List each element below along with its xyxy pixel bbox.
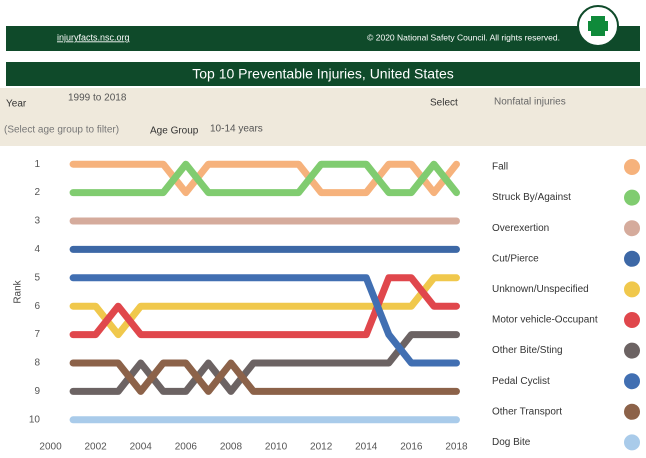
legend-label: Pedal Cyclist [492, 376, 550, 387]
filter-value[interactable]: 1999 to 2018 [68, 93, 127, 104]
y-tick-label: 8 [34, 358, 40, 369]
x-tick-label: 2012 [310, 442, 333, 453]
legend-swatch [624, 250, 640, 267]
y-tick-label: 10 [29, 414, 41, 425]
y-tick-label: 4 [34, 244, 40, 255]
legend-label: Unknown/Unspecified [492, 284, 589, 295]
series-line [69, 160, 460, 197]
x-tick-label: 2006 [175, 442, 198, 453]
legend-swatch [624, 159, 640, 175]
chart-title: Top 10 Preventable Injuries, United Stat… [192, 66, 454, 82]
filter-hint: (Select age group to filter) [4, 125, 119, 136]
x-tick-label: 2018 [445, 442, 468, 453]
y-tick-label: 1 [34, 159, 40, 170]
legend-label: Overexertion [492, 223, 549, 234]
legend-label: Other Bite/Sting [492, 345, 563, 356]
y-tick-label: 2 [34, 187, 40, 198]
series-line [69, 274, 460, 339]
legend-swatch [624, 312, 640, 328]
legend-label: Fall [492, 162, 508, 173]
x-tick-label: 2000 [39, 442, 62, 453]
legend-swatch [624, 281, 640, 298]
title-bar [6, 62, 640, 86]
y-tick-label: 9 [34, 386, 40, 397]
y-axis-label: Rank [13, 279, 24, 303]
series-line [69, 331, 460, 395]
series-line [69, 359, 460, 395]
legend-label: Motor vehicle-Occupant [492, 315, 598, 326]
legend-swatch [624, 403, 640, 420]
x-tick-label: 2010 [265, 442, 288, 453]
legend-label: Cut/Pierce [492, 253, 539, 264]
logo-cross [588, 21, 608, 31]
filter-label: Year [6, 99, 27, 110]
x-tick-label: 2002 [85, 442, 108, 453]
x-tick-label: 2016 [400, 442, 423, 453]
filter-panel [0, 88, 646, 146]
x-tick-label: 2008 [220, 442, 243, 453]
legend-swatch [624, 342, 640, 359]
series-line [69, 274, 460, 367]
y-tick-label: 6 [34, 301, 40, 312]
filter-label: Age Group [150, 126, 199, 137]
y-tick-label: 5 [34, 272, 40, 283]
y-tick-label: 7 [34, 329, 40, 340]
legend-label: Struck By/Against [492, 192, 571, 203]
y-tick-label: 3 [34, 216, 40, 227]
filter-value[interactable]: 10-14 years [210, 124, 263, 135]
filter-value[interactable]: Nonfatal injuries [494, 97, 566, 108]
legend-label: Other Transport [492, 406, 562, 417]
legend-swatch [624, 189, 640, 206]
legend-swatch [624, 220, 640, 237]
legend-swatch [624, 434, 640, 451]
legend-swatch [624, 373, 640, 390]
series-line [69, 274, 460, 339]
header-bar [6, 26, 640, 51]
series-line [69, 160, 460, 197]
copyright: © 2020 National Safety Council. All righ… [367, 32, 560, 42]
x-tick-label: 2004 [130, 442, 153, 453]
filter-label: Select [430, 98, 458, 109]
legend-label: Dog Bite [492, 437, 531, 448]
x-tick-label: 2014 [355, 442, 378, 453]
site-link[interactable]: injuryfacts.nsc.org [57, 32, 130, 42]
